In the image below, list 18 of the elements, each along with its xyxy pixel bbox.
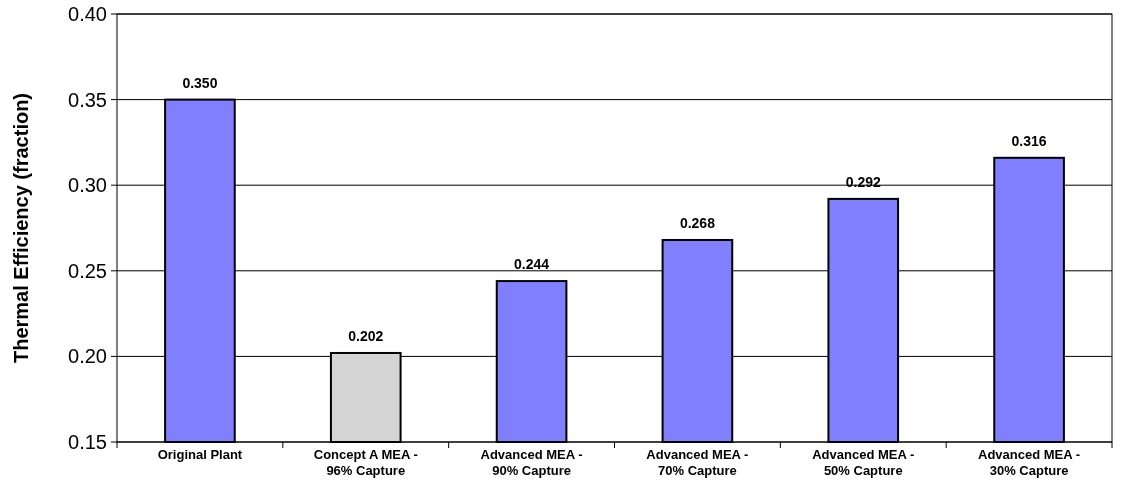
y-tick-label: 0.35 [68,88,107,111]
data-label: 0.244 [514,256,550,273]
x-tick-label: Advanced MEA - 70% Capture [646,447,749,478]
y-tick-label: 0.30 [68,174,107,197]
data-label: 0.316 [1011,132,1047,149]
data-label: 0.350 [182,74,218,91]
y-tick-label: 0.40 [68,3,107,25]
data-label: 0.202 [348,327,384,344]
x-tick-label: Advanced MEA - 50% Capture [812,447,915,478]
y-tick-label: 0.15 [68,431,107,453]
y-axis-title: Thermal Efficiency (fraction) [10,92,32,364]
data-label: 0.268 [679,214,716,231]
x-tick-label: Concept A MEA - 96% Capture [313,447,418,478]
y-tick-label: 0.25 [68,259,107,282]
x-tick-label: Original Plant [157,447,243,462]
x-tick-label: Advanced MEA - 90% Capture [480,447,583,478]
x-tick-label: Advanced MEA - 30% Capture [978,447,1081,478]
y-tick-label: 0.20 [68,345,107,368]
